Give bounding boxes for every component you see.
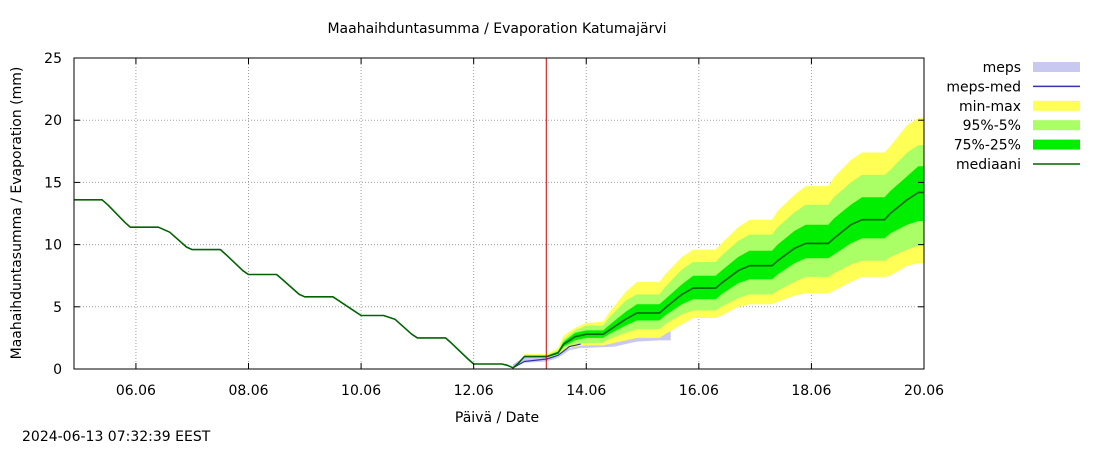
x-tick-label: 06.06 (116, 383, 156, 399)
legend-label-min-max: min-max (959, 99, 1021, 115)
legend-label-mediaani: mediaani (956, 157, 1021, 173)
band-min-max (524, 117, 924, 358)
legend-label-meps-med: meps-med (946, 79, 1021, 95)
x-tick-label: 10.06 (341, 383, 381, 399)
series-line-meps-med (512, 343, 581, 369)
legend-swatch-min-max (1033, 100, 1080, 111)
series-lines (74, 191, 924, 369)
series-line-mediaani (74, 191, 924, 369)
x-tick-label: 12.06 (454, 383, 494, 399)
legend-label-meps: meps (983, 60, 1021, 76)
plot-frame (73, 57, 925, 370)
timestamp: 2024-06-13 07:32:39 EEST (22, 429, 211, 445)
x-tick-label: 08.06 (228, 383, 268, 399)
chart-title: Maahaihduntasumma / Evaporation Katumajä… (327, 21, 666, 37)
y-axis-label: Maahaihduntasumma / Evaporation (mm) (9, 67, 25, 360)
x-tick-label: 16.06 (679, 383, 719, 399)
legend-label-95pct-5pct: 95%-5% (963, 118, 1021, 134)
legend-swatch-95pct-5pct (1033, 120, 1080, 131)
legend: meps meps-med min-max 95%-5% 75%-25% mediaani (946, 60, 1080, 173)
legend-label-75pct-25pct: 75%-25% (954, 138, 1021, 154)
y-tick-label: 10 (44, 238, 62, 254)
axes: 0 5 10 15 20 25 06.06 08.06 10.06 12.06 14.06 16.06… (44, 51, 944, 399)
band-areas (513, 117, 924, 368)
y-tick-label: 0 (53, 362, 62, 378)
x-tick-label: 20.06 (904, 383, 944, 399)
x-tick-label: 14.06 (566, 383, 606, 399)
y-tick-label: 20 (44, 113, 62, 129)
band-95pct-5pct (524, 145, 924, 358)
legend-swatch-meps (1033, 62, 1080, 72)
y-tick-label: 5 (53, 300, 62, 316)
x-axis-label: Päivä / Date (455, 410, 539, 426)
y-tick-label: 25 (44, 51, 62, 67)
y-tick-label: 15 (44, 175, 62, 191)
x-tick-label: 18.06 (791, 383, 831, 399)
legend-swatch-75pct-25pct (1033, 139, 1080, 150)
